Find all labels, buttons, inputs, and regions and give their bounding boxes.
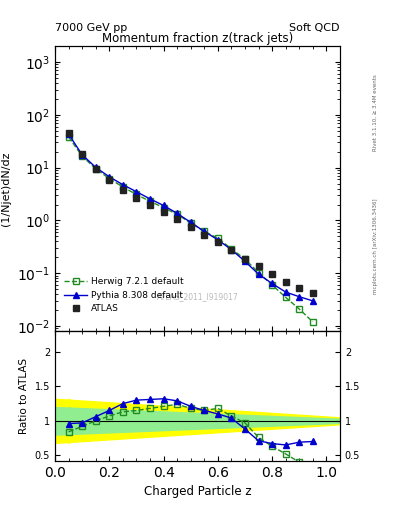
ATLAS (66, 130, 71, 136)
Herwig 7.2.1 default (121, 184, 125, 190)
X-axis label: Charged Particle z: Charged Particle z (144, 485, 251, 498)
Herwig 7.2.1 default (175, 211, 180, 218)
Pythia 8.308 default (270, 281, 274, 287)
Pythia 8.308 default (297, 293, 301, 300)
Pythia 8.308 default (242, 258, 247, 264)
Pythia 8.308 default (148, 196, 152, 202)
Pythia 8.308 default (188, 219, 193, 225)
Line: Herwig 7.2.1 default: Herwig 7.2.1 default (66, 134, 316, 325)
Text: Soft QCD: Soft QCD (290, 23, 340, 33)
Herwig 7.2.1 default (148, 198, 152, 204)
Herwig 7.2.1 default (283, 294, 288, 301)
ATLAS (121, 187, 125, 193)
Herwig 7.2.1 default (256, 269, 261, 275)
Herwig 7.2.1 default (66, 134, 71, 140)
Line: ATLAS: ATLAS (65, 130, 316, 296)
Text: Rivet 3.1.10, ≥ 3.4M events: Rivet 3.1.10, ≥ 3.4M events (373, 74, 378, 151)
Pythia 8.308 default (161, 202, 166, 208)
ATLAS (215, 239, 220, 245)
Herwig 7.2.1 default (202, 228, 207, 234)
Pythia 8.308 default (310, 298, 315, 304)
Text: mcplots.cern.ch [arXiv:1306.3436]: mcplots.cern.ch [arXiv:1306.3436] (373, 198, 378, 293)
Pythia 8.308 default (202, 228, 207, 234)
Pythia 8.308 default (66, 131, 71, 137)
Text: ATLAS_2011_I919017: ATLAS_2011_I919017 (156, 292, 239, 302)
Title: Momentum fraction z(track jets): Momentum fraction z(track jets) (102, 32, 293, 45)
ATLAS (107, 177, 112, 183)
Herwig 7.2.1 default (94, 166, 98, 172)
Herwig 7.2.1 default (134, 191, 139, 198)
ATLAS (310, 290, 315, 296)
Herwig 7.2.1 default (215, 235, 220, 241)
Text: 7000 GeV pp: 7000 GeV pp (55, 23, 127, 33)
Herwig 7.2.1 default (297, 306, 301, 312)
ATLAS (134, 195, 139, 201)
Y-axis label: Ratio to ATLAS: Ratio to ATLAS (19, 358, 29, 434)
ATLAS (202, 231, 207, 238)
Legend: Herwig 7.2.1 default, Pythia 8.308 default, ATLAS: Herwig 7.2.1 default, Pythia 8.308 defau… (61, 274, 187, 317)
Herwig 7.2.1 default (107, 176, 112, 182)
ATLAS (256, 263, 261, 269)
Herwig 7.2.1 default (310, 319, 315, 325)
Pythia 8.308 default (80, 152, 84, 158)
Pythia 8.308 default (134, 188, 139, 195)
ATLAS (80, 151, 84, 157)
ATLAS (188, 224, 193, 230)
Pythia 8.308 default (121, 182, 125, 188)
ATLAS (94, 166, 98, 172)
Pythia 8.308 default (215, 237, 220, 243)
ATLAS (148, 202, 152, 208)
Line: Pythia 8.308 default: Pythia 8.308 default (66, 132, 316, 304)
Herwig 7.2.1 default (188, 220, 193, 226)
ATLAS (229, 247, 234, 253)
Pythia 8.308 default (94, 164, 98, 170)
Pythia 8.308 default (283, 289, 288, 295)
Herwig 7.2.1 default (270, 282, 274, 288)
Herwig 7.2.1 default (242, 256, 247, 262)
Herwig 7.2.1 default (229, 246, 234, 252)
Herwig 7.2.1 default (80, 153, 84, 159)
ATLAS (161, 209, 166, 215)
Pythia 8.308 default (175, 210, 180, 217)
Herwig 7.2.1 default (161, 204, 166, 210)
Pythia 8.308 default (229, 247, 234, 253)
ATLAS (270, 271, 274, 278)
Y-axis label: (1/Njet)dN/dz: (1/Njet)dN/dz (2, 152, 11, 226)
Pythia 8.308 default (107, 174, 112, 180)
Pythia 8.308 default (256, 271, 261, 278)
ATLAS (283, 279, 288, 285)
ATLAS (242, 255, 247, 262)
ATLAS (297, 285, 301, 291)
ATLAS (175, 216, 180, 222)
